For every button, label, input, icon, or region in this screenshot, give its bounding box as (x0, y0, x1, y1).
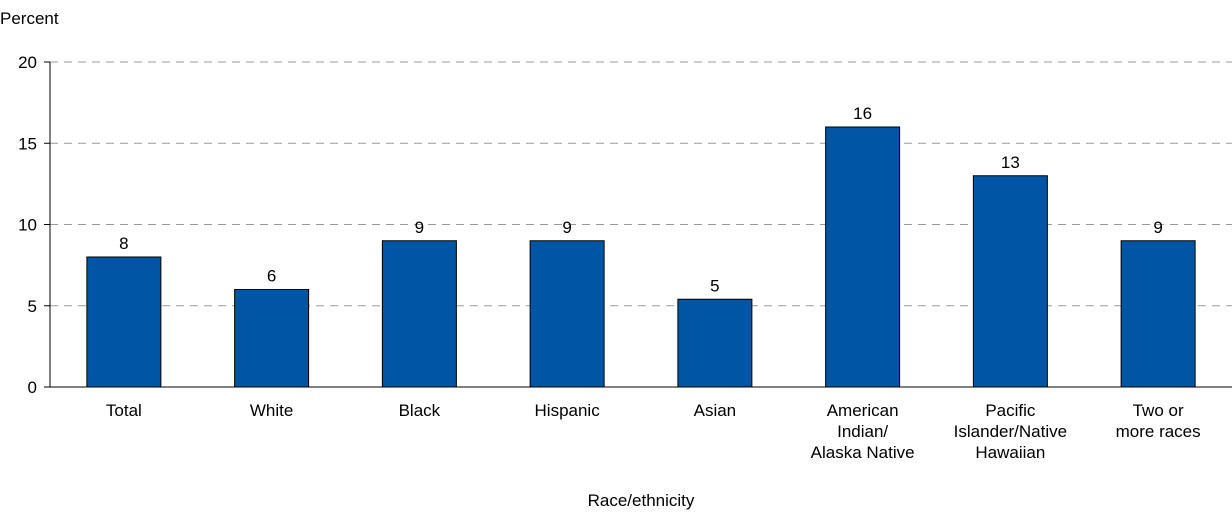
bars (86, 126, 1196, 388)
data-label: 5 (710, 276, 719, 295)
y-tick-label: 20 (18, 53, 37, 72)
data-label: 16 (853, 104, 872, 123)
category-labels: Total White Black Hispanic Asian American Indi… (106, 401, 1201, 462)
x-tick-label: White (250, 401, 293, 420)
bar (381, 240, 457, 388)
x-tick-label: Asian (694, 401, 737, 420)
x-tick-label: Black (399, 401, 441, 420)
x-tick-label: Pacific Islander/Native Hawaiian (954, 401, 1067, 462)
bar (1120, 240, 1196, 388)
x-tick-label: American Indian/Alaska Native (811, 401, 915, 462)
bar (529, 240, 605, 388)
y-tick-label: 0 (28, 378, 37, 397)
y-tick-label: 10 (18, 216, 37, 235)
gridlines (50, 61, 1232, 307)
x-tick-label: Two or more races (1116, 401, 1201, 441)
data-label: 8 (119, 234, 128, 253)
y-axis-ticks: 0 5 10 15 20 (18, 53, 50, 397)
data-label: 9 (415, 218, 424, 237)
y-axis-title: Percent (0, 9, 59, 28)
x-axis-title: Race/ethnicity (588, 491, 695, 510)
x-tick-label: Hispanic (535, 401, 601, 420)
data-label: 9 (562, 218, 571, 237)
bar (86, 256, 162, 388)
data-label: 6 (267, 267, 276, 286)
bar (234, 289, 310, 388)
data-label: 13 (1001, 153, 1020, 172)
bar (825, 126, 901, 388)
y-tick-label: 15 (18, 134, 37, 153)
data-label: 9 (1153, 218, 1162, 237)
y-tick-label: 5 (28, 297, 37, 316)
x-tick-label: Total (106, 401, 142, 420)
bar (677, 298, 753, 388)
bar (972, 175, 1048, 388)
data-labels: 8 6 9 9 5 16 13 9 (119, 104, 1163, 295)
